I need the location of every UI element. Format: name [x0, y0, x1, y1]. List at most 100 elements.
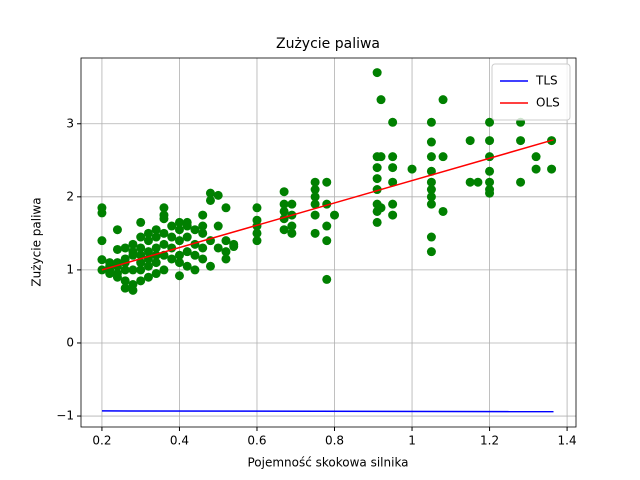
point — [516, 136, 526, 146]
point — [310, 177, 320, 187]
point — [531, 152, 541, 162]
point — [252, 236, 262, 246]
point — [198, 254, 208, 264]
point — [159, 203, 169, 213]
x-tick-label: 0.6 — [247, 434, 266, 448]
x-tick-label: 0.2 — [92, 434, 111, 448]
point — [205, 188, 215, 198]
point — [128, 265, 138, 275]
point — [174, 236, 184, 246]
point — [143, 272, 153, 282]
line-ols — [101, 139, 554, 271]
point — [547, 164, 557, 174]
point — [174, 250, 184, 260]
point — [376, 152, 386, 162]
x-tick-label: 1.4 — [558, 434, 577, 448]
point — [221, 254, 231, 264]
point — [167, 254, 177, 264]
x-tick-label: 0.4 — [170, 434, 189, 448]
point — [190, 225, 200, 235]
point — [182, 217, 192, 227]
point — [279, 199, 289, 209]
point — [221, 236, 231, 246]
point — [372, 217, 382, 227]
y-tick-label: 2 — [66, 189, 74, 203]
point — [426, 247, 436, 257]
point — [136, 232, 146, 242]
point — [485, 136, 495, 146]
point — [143, 228, 153, 238]
point — [485, 166, 495, 176]
point — [112, 269, 122, 279]
point — [322, 177, 332, 187]
point — [205, 261, 215, 271]
point — [136, 243, 146, 253]
point — [426, 117, 436, 127]
point — [388, 210, 398, 220]
point — [151, 225, 161, 235]
point — [128, 247, 138, 257]
point — [310, 199, 320, 209]
point — [159, 239, 169, 249]
x-tick-label: 1.2 — [480, 434, 499, 448]
point — [213, 190, 223, 200]
point — [120, 283, 130, 293]
point — [438, 206, 448, 216]
x-axis-label: Pojemność skokowa silnika — [247, 456, 408, 470]
legend-label: TLS — [535, 74, 558, 88]
point — [97, 236, 107, 246]
point — [151, 232, 161, 242]
point — [136, 276, 146, 286]
point — [438, 152, 448, 162]
point — [198, 221, 208, 231]
point — [485, 177, 495, 187]
point — [182, 261, 192, 271]
point — [97, 208, 107, 218]
point — [143, 236, 153, 246]
point — [151, 243, 161, 253]
point — [426, 177, 436, 187]
point — [372, 163, 382, 173]
point — [151, 269, 161, 279]
point — [221, 247, 231, 257]
point — [159, 210, 169, 220]
point — [112, 225, 122, 235]
y-tick-label: 3 — [66, 116, 74, 130]
point — [151, 258, 161, 268]
point — [190, 265, 200, 275]
point — [174, 225, 184, 235]
x-tick-label: 1 — [408, 434, 416, 448]
y-axis-label: Zużycie paliwa — [30, 197, 44, 286]
point — [167, 232, 177, 242]
x-tick-label: 0.8 — [325, 434, 344, 448]
point — [159, 228, 169, 238]
point — [205, 195, 215, 205]
point — [112, 244, 122, 254]
point — [287, 221, 297, 231]
point — [376, 203, 386, 213]
point — [388, 117, 398, 127]
point — [516, 177, 526, 187]
line-tls — [101, 410, 554, 413]
point — [279, 206, 289, 216]
point — [105, 269, 115, 279]
point — [159, 265, 169, 275]
point — [279, 225, 289, 235]
point — [287, 199, 297, 209]
point — [372, 68, 382, 78]
point — [120, 243, 130, 253]
point — [143, 261, 153, 271]
point — [376, 95, 386, 105]
chart-title: Zużycie paliwa — [276, 36, 380, 52]
y-tick-label: 1 — [66, 262, 74, 276]
point — [120, 265, 130, 275]
point — [310, 185, 320, 195]
point — [213, 221, 223, 231]
point — [182, 247, 192, 257]
point — [174, 258, 184, 268]
point — [167, 221, 177, 231]
point — [388, 177, 398, 187]
point — [465, 136, 475, 146]
point — [97, 255, 107, 265]
